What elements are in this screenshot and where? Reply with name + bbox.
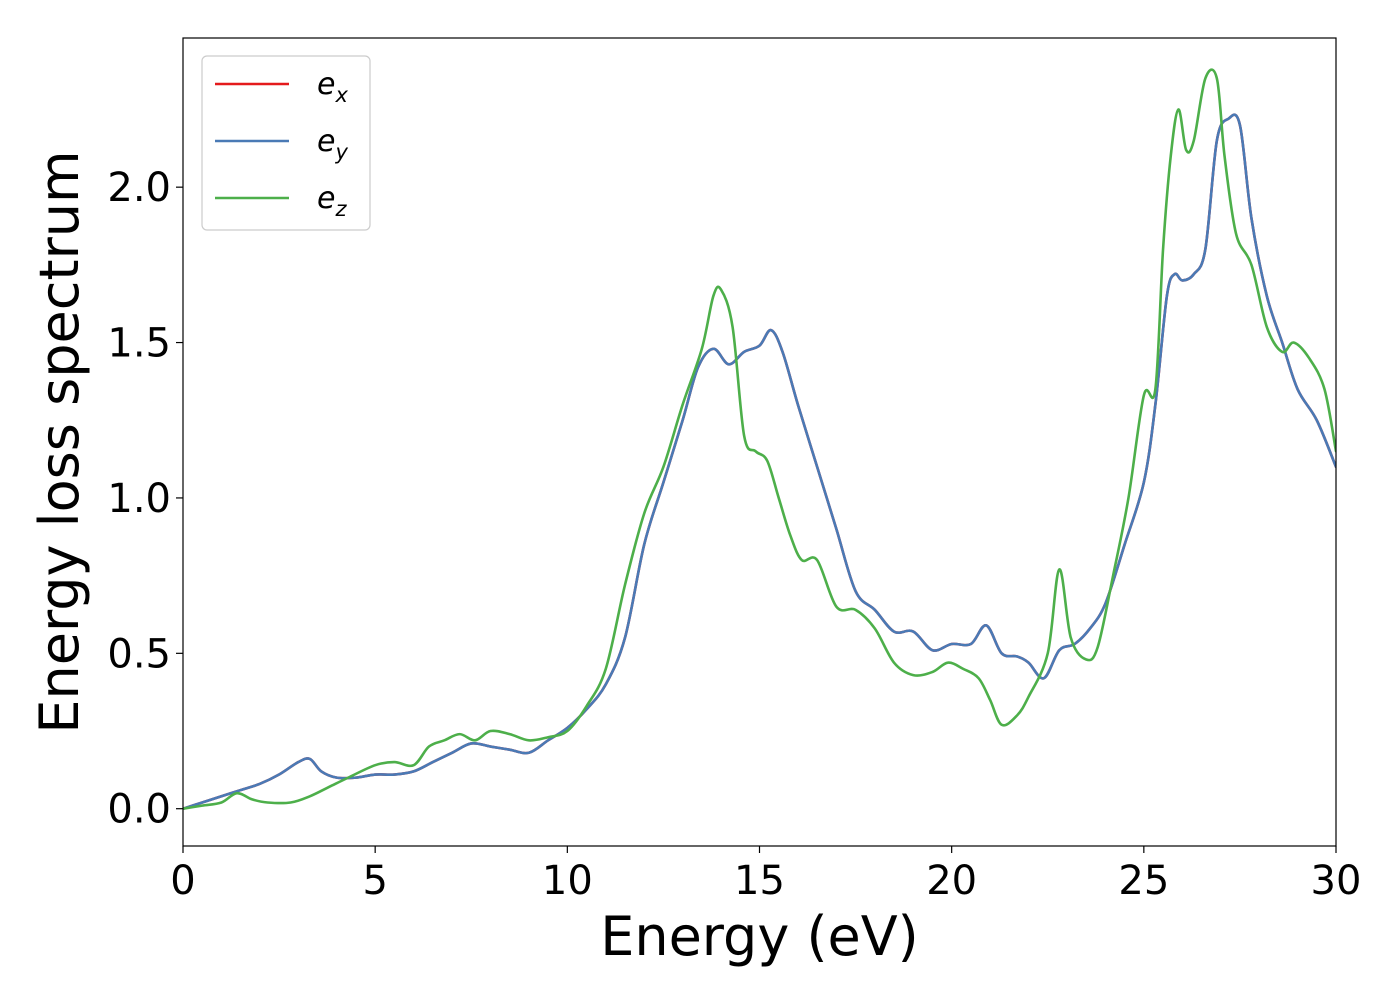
legend-label-x: ex bbox=[317, 67, 348, 107]
legend-label-subscript: x bbox=[334, 83, 348, 107]
x-tick-label: 10 bbox=[542, 858, 593, 904]
legend-label-z: ez bbox=[317, 181, 347, 221]
legend-label-base: e bbox=[317, 67, 335, 102]
legend-box bbox=[201, 55, 371, 231]
x-axis-label: Energy (eV) bbox=[600, 905, 919, 968]
y-tick-label: 2.0 bbox=[107, 165, 171, 211]
legend-label-subscript: y bbox=[334, 140, 348, 164]
legend-label-y: ey bbox=[317, 124, 348, 164]
y-tick-label: 0.0 bbox=[107, 787, 171, 833]
legend-label-base: e bbox=[317, 181, 335, 216]
x-tick-label: 0 bbox=[170, 858, 195, 904]
y-tick-label: 1.5 bbox=[107, 321, 171, 367]
y-tick-label: 0.5 bbox=[107, 631, 171, 677]
y-tick-label: 1.0 bbox=[107, 476, 171, 522]
y-axis-ticks: 0.0 0.5 1.0 1.5 2.0 bbox=[107, 165, 183, 833]
series-line-z bbox=[183, 68, 1336, 811]
legend-label-base: e bbox=[317, 124, 335, 159]
x-tick-label: 5 bbox=[362, 858, 387, 904]
x-tick-label: 30 bbox=[1311, 858, 1362, 904]
series-line-y bbox=[183, 113, 1336, 811]
legend-label-subscript: z bbox=[334, 197, 347, 221]
x-tick-label: 25 bbox=[1118, 858, 1169, 904]
series-lines bbox=[183, 68, 1336, 811]
x-tick-label: 15 bbox=[734, 858, 785, 904]
y-axis-label: Energy loss spectrum bbox=[28, 150, 91, 733]
x-axis-ticks: 0 5 10 15 20 25 30 bbox=[170, 846, 1361, 904]
x-tick-label: 20 bbox=[926, 858, 977, 904]
